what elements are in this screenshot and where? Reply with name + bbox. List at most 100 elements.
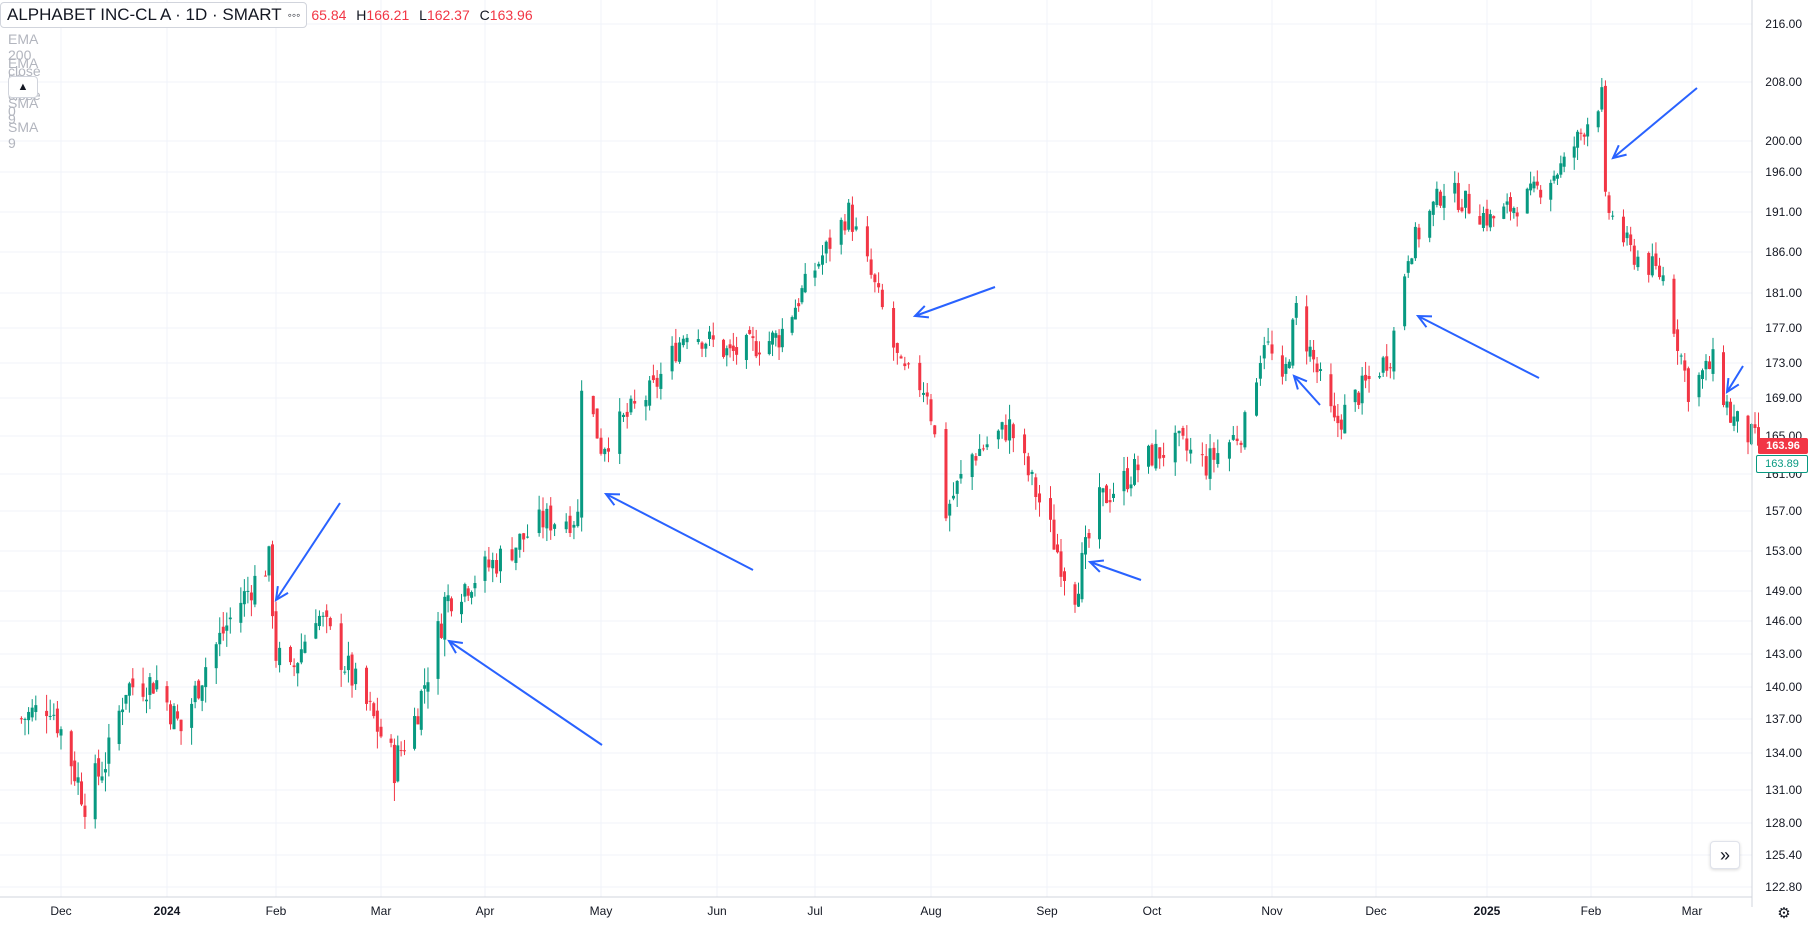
candle-body (1549, 182, 1553, 200)
candle-body (767, 341, 771, 355)
y-tick-label: 131.00 (1765, 783, 1802, 797)
candle-body (1464, 190, 1468, 208)
candle-body (23, 718, 27, 720)
candle-body (1258, 363, 1262, 379)
candle-body (1026, 456, 1030, 476)
candle-body (169, 704, 173, 725)
y-tick-label: 122.80 (1765, 880, 1802, 894)
candle-body (933, 425, 937, 435)
x-tick-label: 2024 (154, 904, 181, 918)
candle-body (1150, 444, 1154, 466)
chart-settings-button[interactable]: ⚙ (1774, 903, 1794, 923)
candle-body (817, 263, 821, 267)
candle-body (1339, 419, 1343, 430)
candle-body (1417, 227, 1421, 240)
annotation-arrowhead (1087, 559, 1105, 573)
annotation-arrow (1293, 375, 1321, 406)
x-tick-label: Mar (1682, 904, 1703, 918)
candle-body (1502, 206, 1506, 219)
y-tick-label: 128.00 (1765, 816, 1802, 830)
candle-body (1280, 355, 1284, 377)
candle-body (685, 337, 689, 343)
candle-body (200, 685, 204, 701)
y-tick-label: 146.00 (1765, 614, 1802, 628)
candle-body (1332, 405, 1336, 418)
candle-body (375, 710, 379, 732)
candle-body (1647, 252, 1651, 275)
collapse-legend-button[interactable]: ▲ (8, 76, 38, 98)
candle-body (225, 625, 229, 631)
gear-icon: ⚙ (1777, 905, 1791, 922)
candle-body (1162, 455, 1166, 458)
candle-body (510, 549, 514, 561)
x-tick-label: Aug (920, 904, 941, 918)
candle-body (824, 241, 828, 254)
annotation-arrowhead (912, 305, 930, 319)
candle-body (253, 575, 257, 605)
indicator-ema50[interactable]: EMA 50 close 0 SMA 9 (8, 55, 41, 151)
candle-body (1392, 330, 1396, 372)
symbol-title[interactable]: ALPHABET INC-CL A · 1D · SMART (7, 5, 282, 24)
symbol-box[interactable]: ALPHABET INC-CL A · 1D · SMART ◦◦◦ (0, 2, 308, 28)
candle-body (813, 270, 817, 278)
candle-body (854, 226, 858, 230)
candle-body (1129, 484, 1133, 489)
candle-body (278, 647, 282, 666)
candle-body (1658, 265, 1662, 278)
candle-body (1746, 415, 1750, 443)
scroll-to-realtime-button[interactable]: » (1710, 841, 1740, 869)
candle-body (1284, 363, 1288, 374)
candle-body (1683, 360, 1687, 371)
candle-body (633, 401, 637, 404)
candle-body (1697, 374, 1701, 398)
candle-body (127, 683, 131, 696)
candle-body (416, 716, 420, 725)
candle-body (1611, 215, 1615, 217)
candle-body (1629, 234, 1633, 246)
candle-body (1185, 438, 1189, 451)
indicator-ema200[interactable]: EMA 200 close 0 SMA 9 (8, 31, 41, 127)
candle-body (1087, 532, 1091, 539)
candle-body (537, 509, 541, 534)
candle-body (1367, 376, 1371, 380)
candle-body (722, 339, 726, 357)
annotation-arrowhead (447, 639, 463, 654)
candle-body (793, 307, 797, 320)
candle-body (522, 533, 526, 540)
double-chevron-right-icon: » (1719, 844, 1730, 865)
candle-body (553, 524, 557, 529)
candle-body (1512, 207, 1516, 214)
last-price-badge: 163.96 (1758, 438, 1808, 454)
candle-body (392, 744, 396, 784)
candle-body (925, 392, 929, 397)
x-tick-label: Dec (50, 904, 71, 918)
candle-body (1732, 416, 1736, 426)
candle-body (1562, 156, 1566, 167)
candle-body (1353, 389, 1357, 403)
candle-body (107, 737, 111, 764)
candle-body (1535, 181, 1539, 186)
candle-body (1357, 392, 1361, 405)
candle-body (1004, 424, 1008, 441)
candle-body (625, 411, 629, 417)
candle-body (1360, 375, 1364, 404)
candle-body (1000, 422, 1004, 430)
candle-body (288, 646, 292, 663)
candle-body (1011, 424, 1015, 439)
candle-body (774, 333, 778, 338)
candle-body (1126, 468, 1129, 490)
candle-body (365, 667, 369, 704)
candle-body (1098, 487, 1101, 540)
y-tick-label: 200.00 (1765, 134, 1802, 148)
candle-body (1235, 438, 1239, 442)
candle-body (869, 259, 873, 275)
candle-body (1080, 552, 1084, 600)
candle-body (204, 667, 208, 688)
candle-body (1056, 544, 1059, 553)
candle-body (541, 510, 545, 528)
more-dots-icon[interactable]: ◦◦◦ (287, 8, 301, 22)
candle-body (1532, 181, 1536, 189)
annotation-arrow (605, 493, 754, 571)
